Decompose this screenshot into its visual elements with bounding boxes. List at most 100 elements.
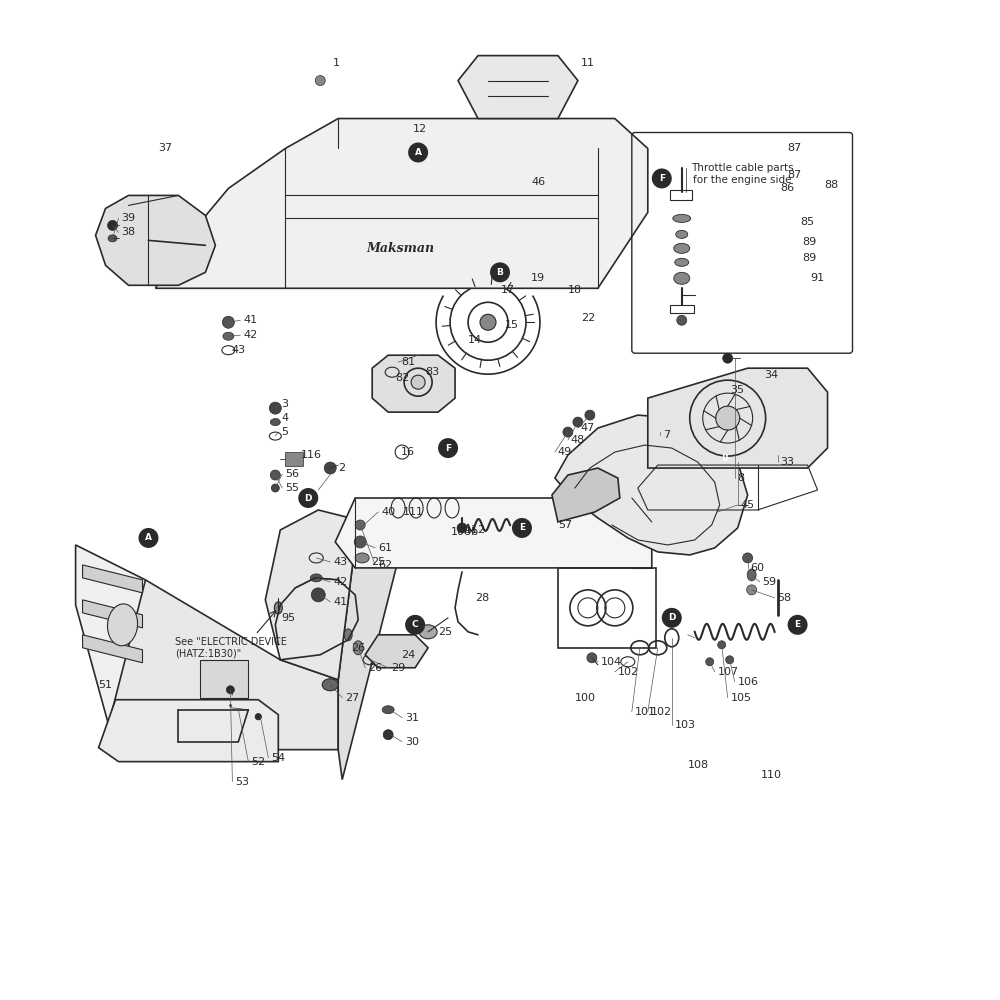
- Ellipse shape: [353, 641, 363, 655]
- Text: 53: 53: [235, 777, 249, 787]
- Polygon shape: [372, 355, 455, 412]
- Text: 16: 16: [401, 447, 415, 457]
- Circle shape: [662, 608, 682, 628]
- Text: 82: 82: [395, 373, 409, 383]
- Text: 28: 28: [475, 593, 489, 603]
- Text: 19: 19: [531, 273, 545, 283]
- Circle shape: [269, 402, 281, 414]
- Text: 7: 7: [663, 430, 670, 440]
- Polygon shape: [155, 119, 648, 288]
- Circle shape: [457, 523, 467, 533]
- Circle shape: [573, 417, 583, 427]
- Circle shape: [315, 76, 325, 86]
- Text: 87: 87: [788, 143, 802, 153]
- Circle shape: [747, 585, 757, 595]
- Circle shape: [716, 406, 740, 430]
- Circle shape: [411, 375, 425, 389]
- Text: 60: 60: [751, 563, 765, 573]
- Circle shape: [383, 730, 393, 740]
- Text: 41: 41: [333, 597, 347, 607]
- Text: 102: 102: [651, 707, 672, 717]
- Text: 42: 42: [243, 330, 258, 340]
- Text: 35: 35: [731, 385, 745, 395]
- Text: 61: 61: [378, 543, 392, 553]
- Ellipse shape: [310, 574, 322, 582]
- Ellipse shape: [344, 629, 352, 641]
- Text: 49: 49: [558, 447, 572, 457]
- Text: 43: 43: [231, 345, 245, 355]
- Circle shape: [255, 714, 261, 720]
- Ellipse shape: [107, 604, 138, 646]
- Polygon shape: [648, 368, 828, 468]
- Circle shape: [490, 262, 510, 282]
- Text: C: C: [412, 620, 418, 629]
- Circle shape: [652, 168, 672, 188]
- Text: D: D: [305, 494, 312, 503]
- Ellipse shape: [108, 235, 117, 242]
- Ellipse shape: [674, 243, 690, 253]
- Polygon shape: [200, 660, 248, 698]
- Text: 31: 31: [405, 713, 419, 723]
- Text: 25: 25: [371, 557, 385, 567]
- Circle shape: [563, 427, 573, 437]
- Text: 85: 85: [801, 217, 815, 227]
- Polygon shape: [83, 565, 142, 593]
- Text: A: A: [415, 148, 422, 157]
- Text: 17: 17: [501, 285, 515, 295]
- Polygon shape: [109, 580, 338, 750]
- Circle shape: [298, 488, 318, 508]
- Text: 108b: 108b: [451, 527, 479, 537]
- Text: B: B: [721, 454, 728, 463]
- Polygon shape: [76, 545, 165, 750]
- Text: 2: 2: [338, 463, 345, 473]
- Circle shape: [354, 536, 366, 548]
- Text: 3: 3: [281, 399, 288, 409]
- Text: 116: 116: [301, 450, 322, 460]
- Ellipse shape: [322, 679, 338, 691]
- Text: 51: 51: [99, 680, 113, 690]
- Text: E: E: [519, 523, 525, 532]
- Text: 26: 26: [351, 643, 365, 653]
- Text: 62: 62: [378, 560, 392, 570]
- Text: 110: 110: [761, 770, 782, 780]
- Text: 112: 112: [465, 525, 486, 535]
- Text: 1: 1: [333, 58, 340, 68]
- Text: 102: 102: [618, 667, 639, 677]
- Text: 48: 48: [571, 435, 585, 445]
- Text: 45: 45: [741, 500, 755, 510]
- Text: 22: 22: [581, 313, 595, 323]
- Text: 83: 83: [425, 367, 439, 377]
- Ellipse shape: [382, 706, 394, 714]
- Text: 38: 38: [122, 227, 136, 237]
- Ellipse shape: [223, 332, 234, 340]
- Circle shape: [788, 615, 808, 635]
- Text: 33: 33: [781, 457, 795, 467]
- Circle shape: [512, 518, 532, 538]
- Bar: [670, 190, 692, 200]
- Text: F: F: [659, 174, 665, 183]
- Text: 25: 25: [438, 627, 452, 637]
- Text: 59: 59: [763, 577, 777, 587]
- Ellipse shape: [675, 258, 689, 266]
- Polygon shape: [555, 415, 748, 555]
- Text: 91: 91: [811, 273, 825, 283]
- Text: 107: 107: [718, 667, 739, 677]
- Circle shape: [587, 653, 597, 663]
- Polygon shape: [265, 510, 358, 680]
- Text: 5: 5: [281, 427, 288, 437]
- Ellipse shape: [419, 625, 437, 639]
- Text: 87: 87: [788, 170, 802, 180]
- Polygon shape: [552, 468, 620, 522]
- Text: 24: 24: [401, 650, 415, 660]
- Text: 14: 14: [468, 335, 482, 345]
- Text: 39: 39: [122, 213, 136, 223]
- Circle shape: [743, 553, 753, 563]
- Polygon shape: [83, 635, 142, 663]
- Circle shape: [108, 220, 118, 230]
- Circle shape: [718, 641, 726, 649]
- Polygon shape: [365, 635, 428, 668]
- Bar: [558, 568, 656, 648]
- Text: 8: 8: [738, 473, 745, 483]
- Text: 52: 52: [251, 757, 265, 767]
- Text: See "ELECTRIC DEVICE
(HATZ:1B30)": See "ELECTRIC DEVICE (HATZ:1B30)": [175, 637, 287, 659]
